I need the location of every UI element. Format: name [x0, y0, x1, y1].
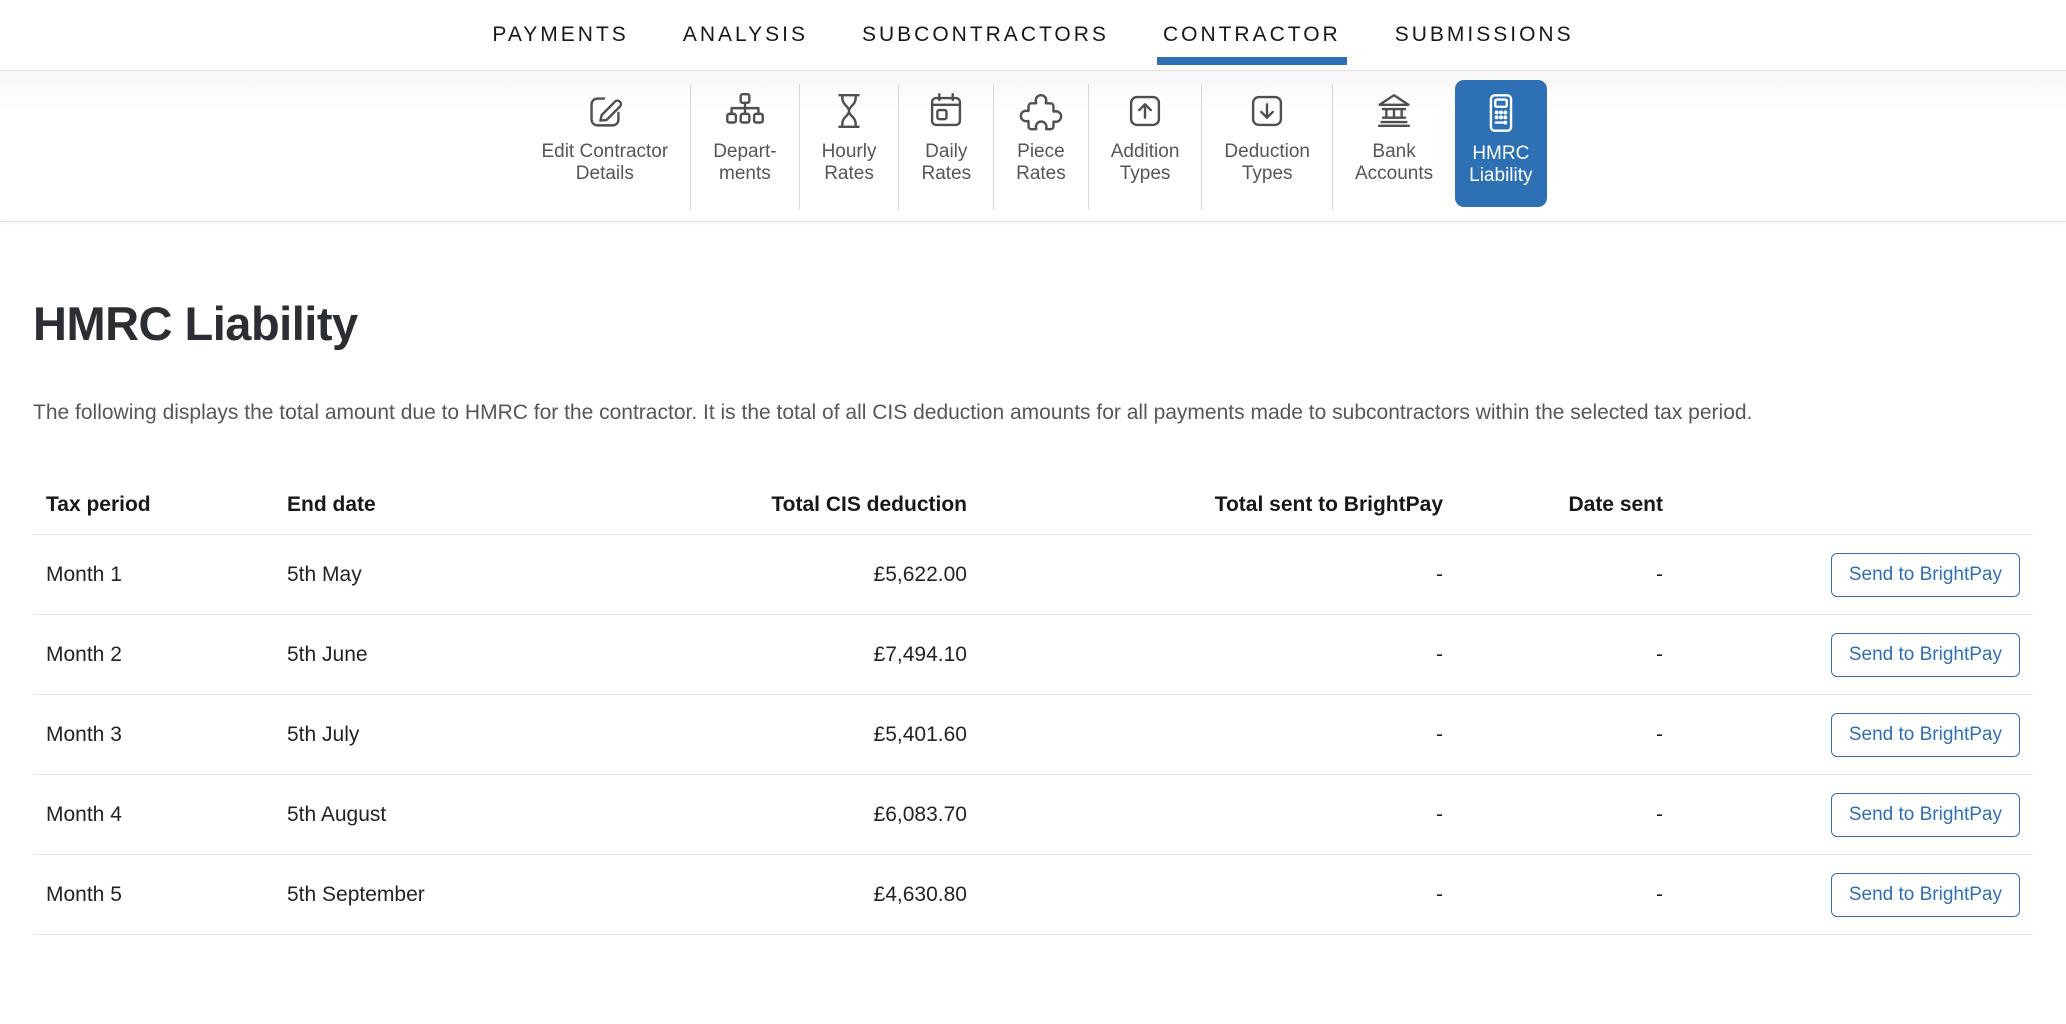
toolbar-item-label: Edit Contractor	[541, 141, 669, 162]
send-to-brightpay-button[interactable]: Send to BrightPay	[1830, 712, 2020, 757]
toolbar-item-label: Rates	[824, 162, 874, 184]
toolbar-item-label: Bank	[1372, 141, 1416, 162]
toolbar-item-label: Hourly	[821, 141, 877, 162]
table-row: Month 3 5th July £5,401.60 - - Send to B…	[33, 694, 2033, 775]
end-date-cell: 5th May	[287, 534, 547, 615]
org-chart-icon	[722, 88, 768, 134]
bank-icon	[1371, 88, 1417, 134]
toolbar-divider	[1087, 84, 1089, 210]
end-date-cell: 5th September	[287, 854, 547, 935]
end-date-cell: 5th July	[287, 694, 547, 775]
total-sent-cell: -	[967, 614, 1443, 695]
tax-period-cell: Month 3	[33, 694, 287, 775]
end-date-cell: 5th June	[287, 614, 547, 695]
puzzle-icon	[1018, 88, 1064, 134]
toolbar-item-label: Addition	[1110, 141, 1180, 162]
tab-contractor[interactable]: CONTRACTOR	[1156, 0, 1347, 70]
toolbar-item-piece-rates[interactable]: Piece Rates	[994, 80, 1088, 184]
total-sent-cell: -	[967, 534, 1443, 615]
toolbar-divider	[798, 84, 800, 210]
toolbar-item-label: Depart-	[713, 141, 777, 162]
toolbar-item-label: Rates	[921, 162, 972, 184]
table-header-row: Tax period End date Total CIS deduction …	[33, 493, 2033, 535]
toolbar-item-departments[interactable]: Depart- ments	[691, 80, 798, 184]
date-sent-cell: -	[1443, 694, 1663, 775]
toolbar-item-hourly-rates[interactable]: Hourly Rates	[800, 80, 899, 184]
calculator-icon	[1478, 90, 1524, 136]
edit-icon	[582, 88, 628, 134]
total-cis-cell: £7,494.10	[547, 614, 967, 695]
toolbar-item-bank-accounts[interactable]: Bank Accounts	[1333, 80, 1455, 184]
tab-analysis[interactable]: ANALYSIS	[682, 23, 808, 46]
tax-period-cell: Month 2	[33, 614, 287, 695]
toolbar-item-label: ments	[719, 162, 771, 184]
tax-period-cell: Month 4	[33, 774, 287, 855]
table-row: Month 4 5th August £6,083.70 - - Send to…	[33, 774, 2033, 855]
main-content: HMRC Liability The following displays th…	[0, 296, 2066, 935]
page-description: The following displays the total amount …	[33, 401, 1753, 424]
table-row: Month 2 5th June £7,494.10 - - Send to B…	[33, 614, 2033, 695]
toolbar-item-deduction-types[interactable]: Deduction Types	[1202, 80, 1332, 184]
toolbar-item-label: Daily	[925, 141, 968, 162]
tab-payments[interactable]: PAYMENTS	[492, 23, 629, 46]
contractor-toolbar: Edit Contractor Details Depart- ments Ho…	[0, 71, 2066, 222]
toolbar-item-edit-contractor-details[interactable]: Edit Contractor Details	[519, 80, 690, 184]
total-cis-cell: £5,622.00	[547, 534, 967, 615]
toolbar-item-daily-rates[interactable]: Daily Rates	[899, 80, 993, 184]
toolbar-divider	[993, 84, 995, 210]
date-sent-cell: -	[1443, 774, 1663, 855]
send-to-brightpay-button[interactable]: Send to BrightPay	[1830, 872, 2020, 917]
toolbar-item-label: Types	[1241, 162, 1293, 184]
top-nav: PAYMENTS ANALYSIS SUBCONTRACTORS CONTRAC…	[0, 0, 2066, 71]
end-date-cell: 5th August	[287, 774, 547, 855]
toolbar-divider	[690, 84, 692, 210]
toolbar-divider	[898, 84, 900, 210]
toolbar-item-label: Types	[1119, 162, 1171, 184]
total-sent-cell: -	[967, 694, 1443, 775]
table-row: Month 5 5th September £4,630.80 - - Send…	[33, 854, 2033, 935]
table-row: Month 1 5th May £5,622.00 - - Send to Br…	[33, 534, 2033, 615]
tax-period-cell: Month 5	[33, 854, 287, 935]
arrow-down-square-icon	[1244, 88, 1290, 134]
arrow-up-square-icon	[1122, 88, 1168, 134]
toolbar-item-addition-types[interactable]: Addition Types	[1089, 80, 1202, 184]
toolbar-divider	[1201, 84, 1203, 210]
toolbar-item-label: Accounts	[1354, 162, 1434, 184]
toolbar-item-label: Deduction	[1224, 141, 1310, 162]
send-to-brightpay-button[interactable]: Send to BrightPay	[1830, 792, 2020, 837]
date-sent-cell: -	[1443, 534, 1663, 615]
col-header-end-date: End date	[287, 493, 547, 535]
total-sent-cell: -	[967, 774, 1443, 855]
toolbar-item-label: Piece	[1017, 141, 1065, 162]
send-to-brightpay-button[interactable]: Send to BrightPay	[1830, 552, 2020, 597]
toolbar-item-label: Details	[575, 162, 634, 184]
hourglass-icon	[826, 88, 872, 134]
send-to-brightpay-button[interactable]: Send to BrightPay	[1830, 632, 2020, 677]
tab-submissions[interactable]: SUBMISSIONS	[1394, 23, 1574, 46]
total-sent-cell: -	[967, 854, 1443, 935]
col-header-actions	[1663, 493, 2033, 535]
toolbar-divider	[1331, 84, 1333, 210]
calendar-icon	[923, 88, 969, 134]
total-cis-cell: £6,083.70	[547, 774, 967, 855]
page-title: HMRC Liability	[33, 297, 358, 350]
col-header-date-sent: Date sent	[1443, 493, 1663, 535]
toolbar-item-label: Liability	[1469, 164, 1533, 186]
tab-subcontractors[interactable]: SUBCONTRACTORS	[861, 23, 1109, 46]
tax-period-cell: Month 1	[33, 534, 287, 615]
date-sent-cell: -	[1443, 854, 1663, 935]
col-header-tax-period: Tax period	[33, 493, 287, 535]
toolbar-item-hmrc-liability[interactable]: HMRC Liability	[1455, 80, 1547, 207]
total-cis-cell: £4,630.80	[547, 854, 967, 935]
col-header-total-cis-deduction: Total CIS deduction	[547, 493, 967, 535]
toolbar-item-label: HMRC	[1472, 143, 1530, 164]
toolbar-item-label: Rates	[1016, 162, 1066, 184]
total-cis-cell: £5,401.60	[547, 694, 967, 775]
col-header-total-sent: Total sent to BrightPay	[967, 493, 1443, 535]
hmrc-liability-table: Tax period End date Total CIS deduction …	[33, 493, 2033, 935]
date-sent-cell: -	[1443, 614, 1663, 695]
